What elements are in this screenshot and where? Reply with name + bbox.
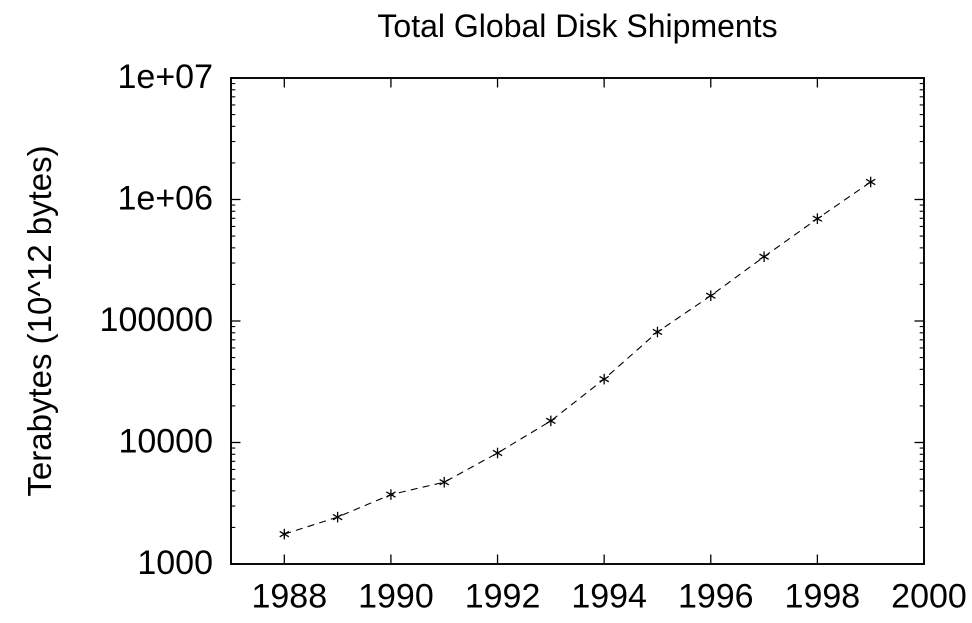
svg-text:1e+07: 1e+07 — [118, 58, 214, 96]
svg-text:1990: 1990 — [358, 578, 434, 616]
svg-text:Total Global Disk Shipments: Total Global Disk Shipments — [377, 8, 777, 44]
svg-text:1e+06: 1e+06 — [118, 180, 214, 218]
svg-text:1996: 1996 — [678, 578, 754, 616]
svg-text:Terabytes (10^12 bytes): Terabytes (10^12 bytes) — [21, 145, 58, 496]
svg-text:1994: 1994 — [571, 578, 647, 616]
svg-text:2000: 2000 — [891, 578, 967, 616]
svg-text:100000: 100000 — [100, 301, 213, 339]
svg-text:1000: 1000 — [137, 544, 213, 582]
svg-text:10000: 10000 — [118, 423, 213, 461]
svg-text:1992: 1992 — [465, 578, 541, 616]
svg-text:1998: 1998 — [785, 578, 861, 616]
svg-text:1988: 1988 — [251, 578, 327, 616]
